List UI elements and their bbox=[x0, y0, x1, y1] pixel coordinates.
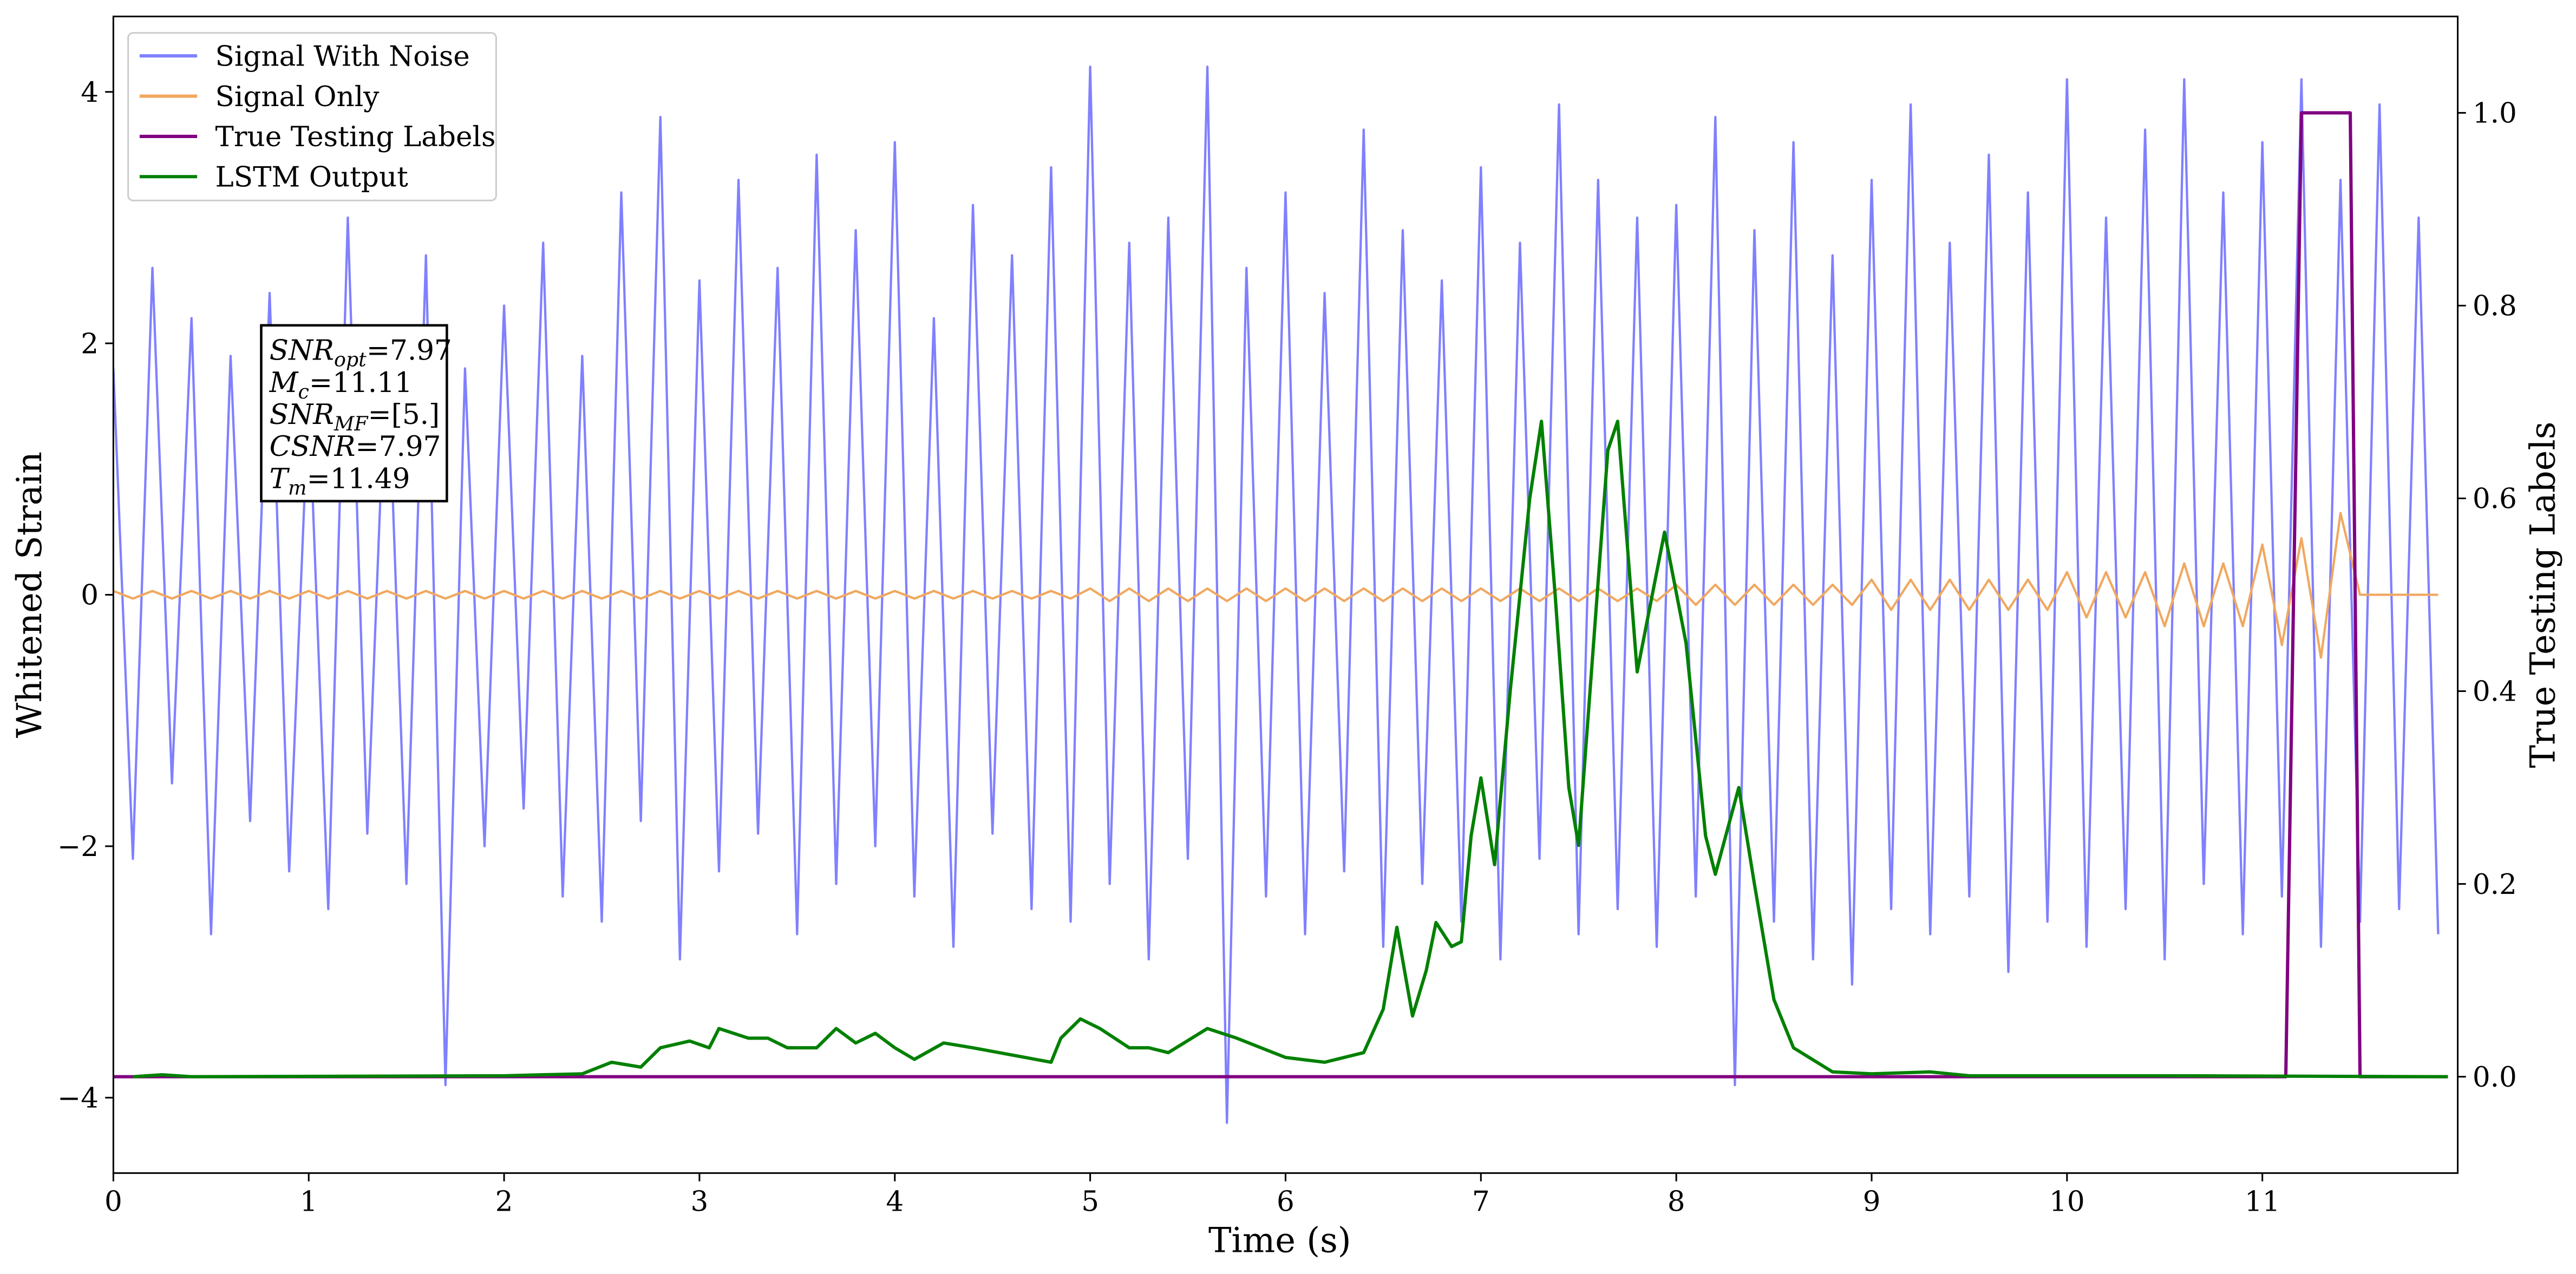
annotation-value: =7.97 bbox=[355, 430, 441, 463]
y-tick-label: 4 bbox=[81, 76, 99, 109]
legend-label: True Testing Labels bbox=[215, 121, 496, 153]
series-line bbox=[113, 111, 2448, 1079]
x-tick-label: 7 bbox=[1472, 1185, 1490, 1218]
x-tick-label: 10 bbox=[2049, 1185, 2085, 1218]
annotation-symbol: SNR bbox=[270, 335, 334, 367]
y-tick-label: −2 bbox=[57, 831, 99, 863]
legend-label: Signal With Noise bbox=[215, 40, 470, 73]
legend-label: LSTM Output bbox=[215, 161, 409, 193]
annotation-subscript: c bbox=[298, 380, 309, 403]
x-tick-label: 9 bbox=[1863, 1185, 1881, 1218]
annotation-line: CSNR=7.97 bbox=[270, 430, 441, 463]
annotation-line: Tm=11.49 bbox=[270, 462, 410, 499]
series-line bbox=[113, 512, 2438, 659]
legend-box bbox=[127, 32, 497, 201]
x-tick-label: 4 bbox=[886, 1185, 904, 1218]
y2-tick-label: 0.2 bbox=[2473, 868, 2517, 901]
x-tick-label: 2 bbox=[495, 1185, 513, 1218]
x-tick-label: 5 bbox=[1081, 1185, 1099, 1218]
annotation-line: SNRopt=7.97 bbox=[270, 335, 452, 371]
annotation-subscript: MF bbox=[334, 412, 369, 435]
annotation-symbol: M bbox=[269, 367, 299, 399]
x-tick-label: 6 bbox=[1277, 1185, 1294, 1218]
annotation-box bbox=[260, 324, 448, 502]
x-tick-label: 8 bbox=[1668, 1185, 1685, 1218]
y2-tick-label: 0.8 bbox=[2473, 290, 2517, 323]
annotation-value: =7.97 bbox=[367, 335, 452, 367]
legend-label: Signal Only bbox=[215, 81, 380, 113]
y2-tick-label: 0.0 bbox=[2473, 1061, 2517, 1094]
annotation-value: =11.11 bbox=[309, 367, 413, 399]
annotation-line: Mc=11.11 bbox=[269, 367, 413, 403]
annotation-symbol: SNR bbox=[270, 398, 334, 431]
annotation-value: =11.49 bbox=[307, 462, 410, 495]
y2-tick-label: 0.6 bbox=[2473, 483, 2517, 515]
y2-tick-label: 0.4 bbox=[2473, 676, 2517, 708]
x-tick-label: 0 bbox=[104, 1185, 122, 1218]
x-tick-label: 11 bbox=[2245, 1185, 2280, 1218]
annotation-subscript: m bbox=[288, 476, 307, 499]
x-tick-label: 3 bbox=[690, 1185, 708, 1218]
annotation-symbol: T bbox=[270, 462, 290, 495]
series-line bbox=[113, 66, 2440, 1124]
y2-tick-label: 1.0 bbox=[2473, 97, 2517, 130]
x-axis-label: Time (s) bbox=[1208, 1220, 1351, 1260]
annotation-symbol: CSNR bbox=[270, 430, 356, 463]
annotation-value: =[5.] bbox=[368, 398, 440, 431]
y-axis-label: Whitened Strain bbox=[10, 452, 50, 738]
y-tick-label: 0 bbox=[81, 579, 99, 612]
x-tick-label: 1 bbox=[300, 1185, 318, 1218]
annotation-line: SNRMF=[5.] bbox=[270, 398, 440, 435]
annotation-subscript: opt bbox=[334, 348, 367, 371]
series-line bbox=[133, 420, 2448, 1079]
y-tick-label: 2 bbox=[81, 328, 99, 360]
y2-axis-label: True Testing Labels bbox=[2523, 422, 2564, 768]
y-tick-label: −4 bbox=[57, 1082, 99, 1115]
